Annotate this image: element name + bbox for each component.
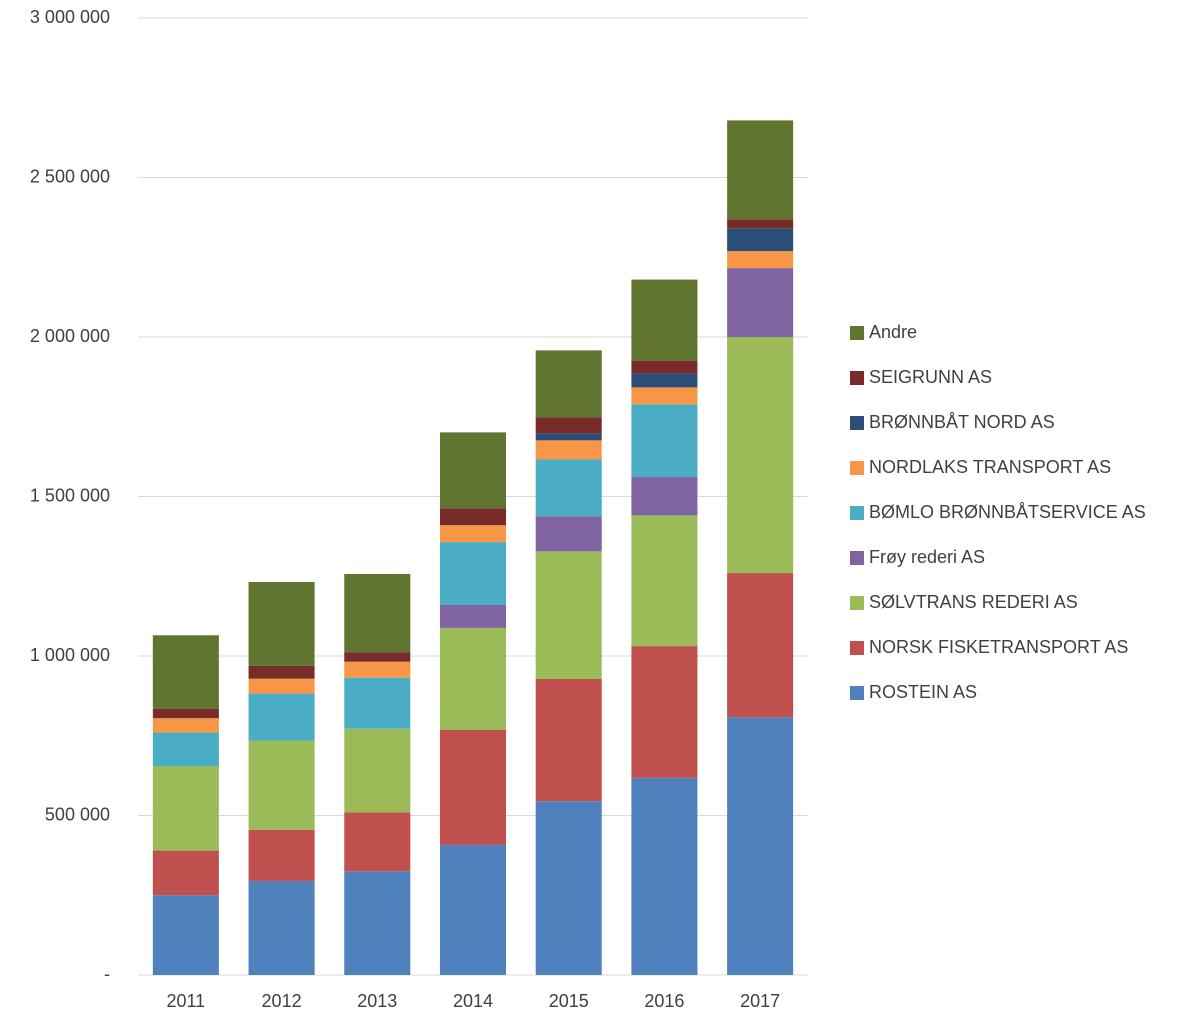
bar-segment (631, 646, 698, 778)
y-tick-label: 1 000 000 (30, 645, 110, 665)
bar-segment (631, 515, 698, 647)
x-tick-label: 2017 (740, 991, 780, 1011)
bar-segment (439, 730, 507, 845)
x-tick-label: 2016 (644, 991, 684, 1011)
bar-segment (439, 508, 507, 526)
bar-segment (535, 516, 602, 552)
legend-swatch (850, 371, 864, 385)
x-tick-label: 2015 (549, 991, 589, 1011)
bar-segment (248, 829, 315, 881)
bar-segment (727, 228, 794, 252)
legend-label: NORDLAKS TRANSPORT AS (869, 457, 1111, 477)
x-tick-label: 2012 (262, 991, 302, 1011)
bar-segment (535, 678, 602, 802)
bar-segment (344, 652, 411, 662)
bar-segment (727, 717, 794, 975)
legend-swatch (850, 506, 864, 520)
bar-segment (535, 459, 602, 517)
legend-swatch (850, 641, 864, 655)
bar-segment (727, 120, 794, 220)
bar-segment (631, 360, 698, 374)
bar-segment (344, 871, 411, 975)
y-tick-label: 500 000 (45, 804, 110, 824)
legend-swatch (850, 326, 864, 340)
bar-segment (535, 433, 602, 441)
bar-segment (152, 732, 219, 767)
bar-segment (248, 693, 315, 741)
bar-segment (152, 635, 219, 709)
bar-segment (631, 373, 698, 388)
bar-segment (439, 604, 507, 628)
bar-segment (535, 440, 602, 460)
bar-segment (152, 718, 219, 733)
bar-segment (439, 432, 507, 509)
bar-segment (439, 525, 507, 543)
legend-swatch (850, 686, 864, 700)
bar-segment (439, 627, 507, 731)
x-tick-label: 2013 (357, 991, 397, 1011)
bar-segment (631, 387, 698, 405)
legend-swatch (850, 596, 864, 610)
y-tick-label: - (104, 964, 110, 984)
bar-segment (535, 417, 602, 434)
bar-segment (727, 573, 794, 718)
bar-segment (535, 350, 602, 418)
bar-segment (344, 812, 411, 872)
bar-segment (248, 678, 315, 694)
bar-segment (535, 551, 602, 679)
bar-segment (248, 880, 315, 975)
bar-segment (535, 801, 602, 975)
bar-segment (152, 766, 219, 851)
bar-segment (152, 895, 219, 975)
bar-segment (727, 337, 794, 574)
legend-label: Andre (869, 322, 917, 342)
bar-segment (439, 844, 507, 975)
bar-segment (344, 574, 411, 653)
bar-segment (631, 404, 698, 478)
y-tick-label: 1 500 000 (30, 485, 110, 505)
legend-label: SEIGRUNN AS (869, 367, 992, 387)
legend-swatch (850, 461, 864, 475)
bar-segment (727, 268, 794, 337)
bar-segment (344, 677, 411, 729)
legend-label: NORSK FISKETRANSPORT AS (869, 637, 1128, 657)
bar-segment (727, 251, 794, 269)
bar-segment (248, 740, 315, 830)
bar-segment (439, 542, 507, 605)
bar-segment (344, 728, 411, 813)
bar-segment (631, 777, 698, 975)
bar-segment (344, 661, 411, 678)
legend-swatch (850, 551, 864, 565)
legend-label: ROSTEIN AS (869, 682, 977, 702)
bar-segment (631, 477, 698, 516)
legend-label: BRØNNBÅT NORD AS (869, 412, 1055, 432)
bar-segment (152, 850, 219, 896)
bar-segment (248, 665, 315, 679)
legend-label: BØMLO BRØNNBÅTSERVICE AS (869, 502, 1146, 522)
y-tick-label: 3 000 000 (30, 7, 110, 27)
legend-label: Frøy rederi AS (869, 547, 985, 567)
x-tick-label: 2011 (166, 991, 205, 1011)
bar-segment (248, 581, 315, 666)
legend-label: SØLVTRANS REDERI AS (869, 592, 1078, 612)
y-tick-label: 2 000 000 (30, 326, 110, 346)
x-tick-label: 2014 (453, 991, 493, 1011)
y-tick-label: 2 500 000 (30, 166, 110, 186)
legend-swatch (850, 416, 864, 430)
bar-segment (727, 219, 794, 229)
bar-segment (631, 279, 698, 361)
bar-segment (152, 708, 219, 719)
